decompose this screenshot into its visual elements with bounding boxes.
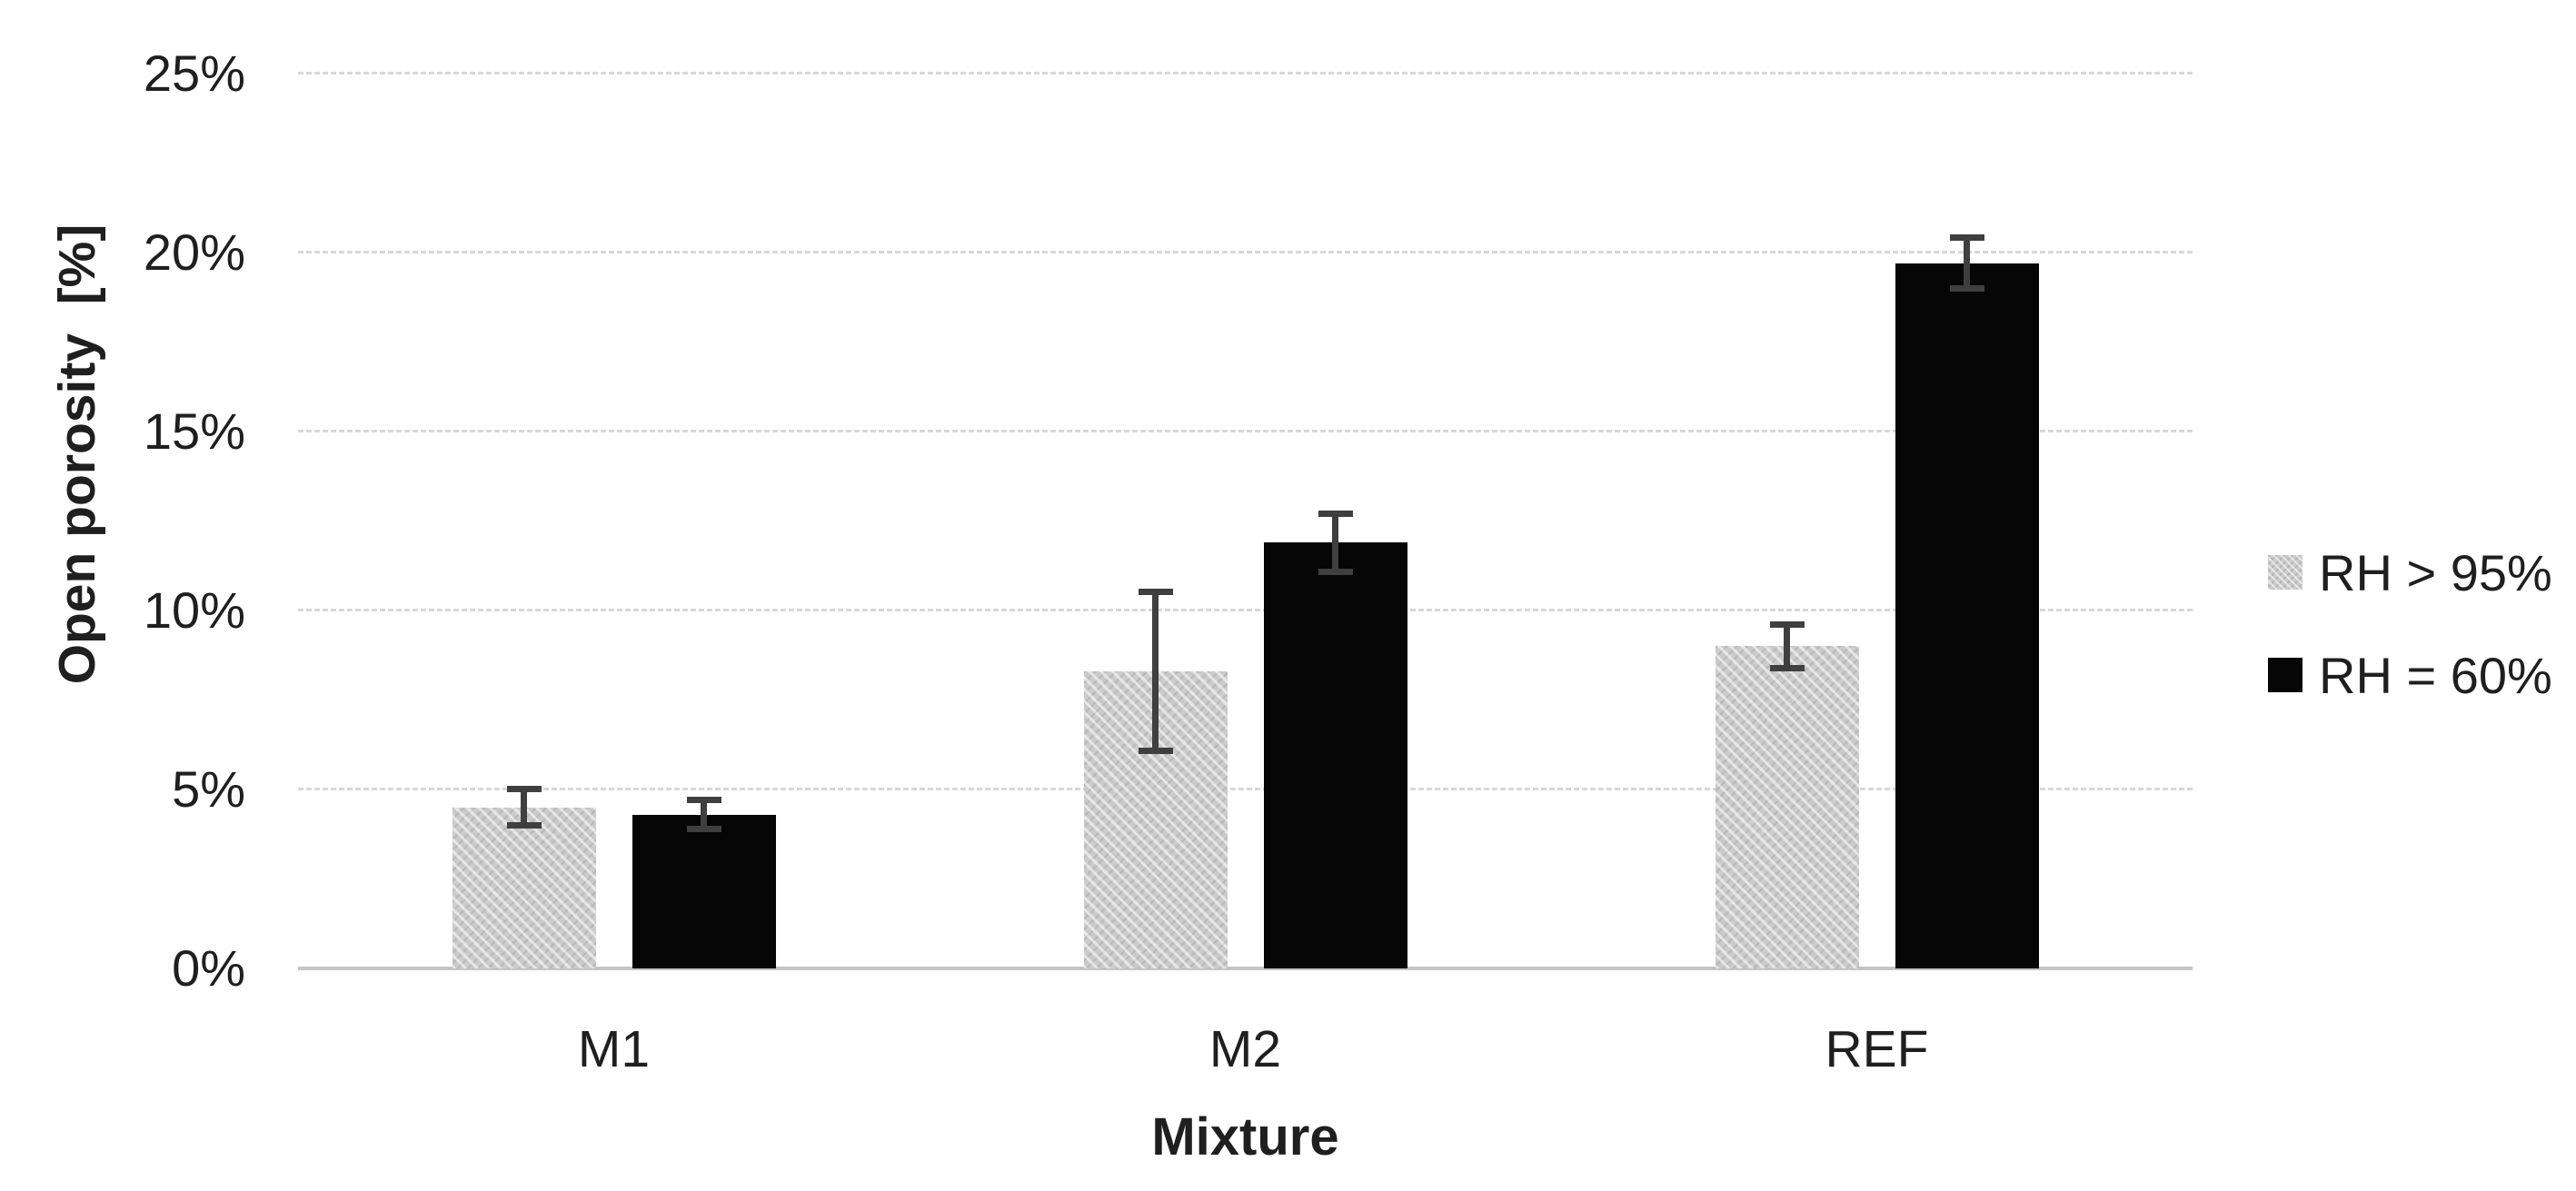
error-cap-bottom [506, 822, 542, 829]
y-tick-label-25%: 25% [143, 45, 245, 102]
gridline-5% [298, 788, 2193, 790]
y-tick-label-5%: 5% [172, 760, 245, 818]
error-cap-bottom [686, 826, 721, 833]
gridline-15% [298, 430, 2193, 432]
error-bar-M1-rh-gt-95 [506, 786, 542, 829]
legend-swatch-gray-icon [2268, 555, 2302, 590]
legend-item-rh-eq-60: RH = 60% [2268, 646, 2552, 704]
error-bar-REF-rh-eq-60 [1949, 234, 1984, 293]
error-stem [1964, 234, 1970, 293]
x-tick-label-M1: M1 [577, 1020, 651, 1078]
legend-swatch-black-icon [2268, 658, 2302, 692]
error-stem [1332, 510, 1338, 575]
error-bar-M2-rh-eq-60 [1318, 510, 1353, 575]
y-tick-label-0%: 0% [172, 939, 245, 997]
error-stem [701, 796, 707, 833]
legend-label-rh-eq-60: RH = 60% [2319, 646, 2552, 704]
x-tick-label-REF: REF [1825, 1020, 1929, 1078]
legend-label-rh-gt-95: RH > 95% [2319, 543, 2552, 601]
gridline-25% [298, 72, 2193, 74]
error-bar-M2-rh-gt-95 [1138, 589, 1173, 754]
x-tick-label-M2: M2 [1208, 1020, 1282, 1078]
bar-M1-rh-eq-60 [632, 814, 776, 968]
error-cap-bottom [1138, 747, 1173, 754]
x-axis-line [298, 967, 2193, 970]
error-stem [1152, 589, 1159, 754]
bar-REF-rh-eq-60 [1895, 263, 2039, 968]
bar-M1-rh-gt-95 [452, 807, 596, 968]
error-cap-bottom [1949, 285, 1984, 293]
bar-M2-rh-eq-60 [1263, 542, 1407, 968]
error-stem [521, 786, 527, 829]
x-axis-title: Mixture [1151, 1107, 1339, 1166]
gridline-10% [298, 609, 2193, 611]
error-cap-bottom [1318, 568, 1353, 575]
y-tick-label-10%: 10% [143, 581, 245, 639]
gridline-20% [298, 251, 2193, 253]
y-tick-label-20%: 20% [143, 223, 245, 281]
error-cap-bottom [1769, 664, 1805, 671]
error-bar-M1-rh-eq-60 [686, 796, 721, 833]
error-bar-REF-rh-gt-95 [1769, 620, 1805, 671]
y-tick-label-15%: 15% [143, 402, 245, 460]
legend-item-rh-gt-95: RH > 95% [2268, 543, 2552, 601]
bar-REF-rh-gt-95 [1715, 646, 1859, 968]
error-stem [1784, 620, 1790, 671]
